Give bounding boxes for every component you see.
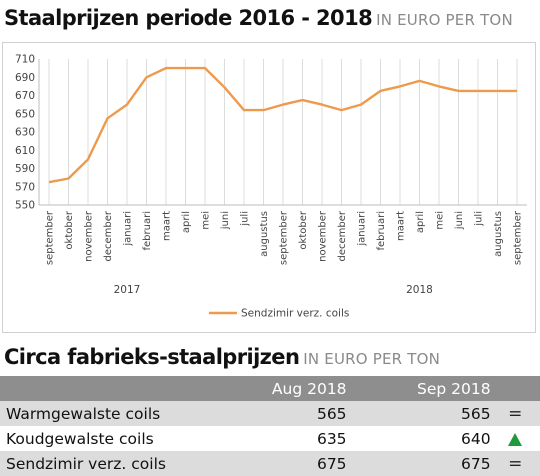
year-label: 2018 <box>406 284 433 296</box>
x-tick-label: augustus <box>493 211 504 257</box>
chart-frame: 550 570 590 610 630 650 670 690 710 september okto… <box>2 42 536 333</box>
x-tick-label: november <box>84 210 95 262</box>
equal-icon: = <box>490 401 540 426</box>
x-tick-label: juni <box>454 211 465 230</box>
row-aug: 635 <box>316 429 347 448</box>
x-tick-label: juni <box>220 211 231 230</box>
up-arrow-icon <box>508 432 523 446</box>
legend-label: Sendzimir verz. coils <box>241 308 349 320</box>
row-name: Warmgewalste coils <box>0 401 260 426</box>
y-tick-label: 570 <box>15 181 35 193</box>
x-tick-label: maart <box>162 211 173 241</box>
table-row: Koudgewalste coils 635 640 <box>0 426 540 451</box>
table-title: Circa fabrieks-staalprijzen <box>4 345 300 369</box>
row-sep: 675 <box>346 451 491 476</box>
row-name: Sendzimir verz. coils <box>0 451 260 476</box>
x-tick-label: november <box>318 210 329 262</box>
equal-icon: = <box>490 451 540 476</box>
x-tick-label: oktober <box>298 210 309 249</box>
header-aug: Aug 2018 <box>259 376 347 401</box>
x-tick-label: juli <box>474 211 485 227</box>
table-row: Warmgewalste coils 565 565 = <box>0 401 540 426</box>
table-unit: IN EURO PER TON <box>303 350 441 368</box>
x-tick-label: mei <box>201 211 212 230</box>
year-label: 2017 <box>114 284 141 296</box>
line-chart: 550 570 590 610 630 650 670 690 710 september okto… <box>15 54 527 320</box>
x-tick-label: september <box>45 210 56 265</box>
y-tick-label: 690 <box>15 72 35 84</box>
y-tick-label: 650 <box>15 108 35 120</box>
row-sep: 640 <box>461 429 491 448</box>
x-tick-label: september <box>279 210 290 265</box>
row-aug: 675 <box>259 451 347 476</box>
x-tick-label: augustus <box>259 211 270 257</box>
header-name <box>0 376 260 401</box>
x-tick-label: februari <box>142 211 153 251</box>
y-tick-label: 550 <box>15 200 35 212</box>
price-table: Aug 2018 Sep 2018 Warmgewalste coils 565… <box>0 376 540 476</box>
y-tick-label: 630 <box>15 127 35 139</box>
x-tick-label: mei <box>435 211 446 230</box>
header-sep: Sep 2018 <box>346 376 491 401</box>
row-name: Koudgewalste coils <box>6 429 154 448</box>
chart-unit: IN EURO PER TON <box>376 11 513 29</box>
y-tick-label: 590 <box>15 163 35 175</box>
series-line <box>48 66 517 184</box>
table-row: Sendzimir verz. coils 675 675 = <box>0 451 540 476</box>
y-tick-label: 670 <box>15 90 35 102</box>
chart-title: Staalprijzen periode 2016 - 2018 <box>4 6 373 30</box>
x-tick-label: december <box>337 210 348 261</box>
x-tick-label: januari <box>123 211 134 247</box>
row-sep: 565 <box>346 401 491 426</box>
x-tick-label: april <box>181 211 192 233</box>
table-header-row: Aug 2018 Sep 2018 <box>0 376 540 401</box>
x-tick-label: januari <box>357 211 368 247</box>
x-tick-label: april <box>415 211 426 233</box>
y-tick-label: 710 <box>15 54 35 66</box>
x-tick-label: maart <box>396 211 407 241</box>
x-tick-label: juli <box>240 211 251 227</box>
chart-title-row: Staalprijzen periode 2016 - 2018 IN EURO … <box>4 6 513 30</box>
y-tick-label: 610 <box>15 145 35 157</box>
header-indicator <box>490 376 540 401</box>
row-aug: 565 <box>259 401 347 426</box>
table-title-row: Circa fabrieks-staalprijzen IN EURO PER T… <box>4 345 440 369</box>
x-tick-label: februari <box>376 211 387 251</box>
x-tick-label: december <box>103 210 114 261</box>
x-tick-label: september <box>513 210 524 265</box>
x-tick-label: oktober <box>64 210 75 249</box>
